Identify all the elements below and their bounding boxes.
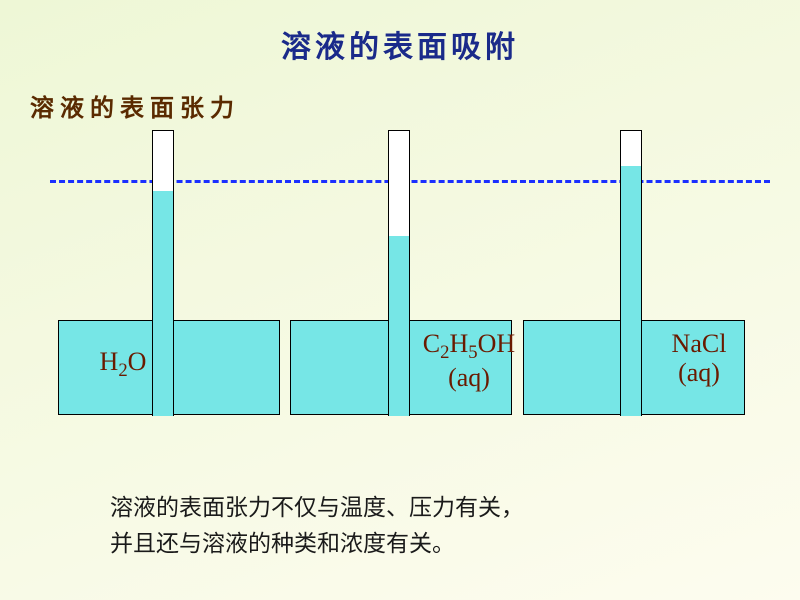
reservoir-label: H2O: [88, 348, 158, 382]
tube-liquid-fill: [621, 166, 641, 416]
slide-title: 溶液的表面吸附: [0, 22, 800, 66]
capillary-diagram: H2O C2H5OH(aq) NaCl(aq): [0, 130, 800, 440]
reservoir-label: C2H5OH(aq): [414, 330, 524, 392]
explanation-text: 溶液的表面张力不仅与温度、压力有关， 并且还与溶液的种类和浓度有关。: [110, 490, 524, 561]
slide-content: 溶液的表面吸附 溶液的表面张力 H2O C2H5OH(aq) NaCl(aq) 溶液…: [0, 0, 800, 600]
tube-liquid-fill: [153, 191, 173, 416]
explanation-line-2: 并且还与溶液的种类和浓度有关。: [110, 526, 524, 562]
capillary-tube: [388, 130, 410, 416]
reservoir-label: NaCl(aq): [659, 330, 739, 387]
explanation-line-1: 溶液的表面张力不仅与温度、压力有关，: [110, 490, 524, 526]
slide-subtitle: 溶液的表面张力: [30, 88, 240, 123]
tube-liquid-fill: [389, 236, 409, 416]
capillary-tube: [620, 130, 642, 416]
